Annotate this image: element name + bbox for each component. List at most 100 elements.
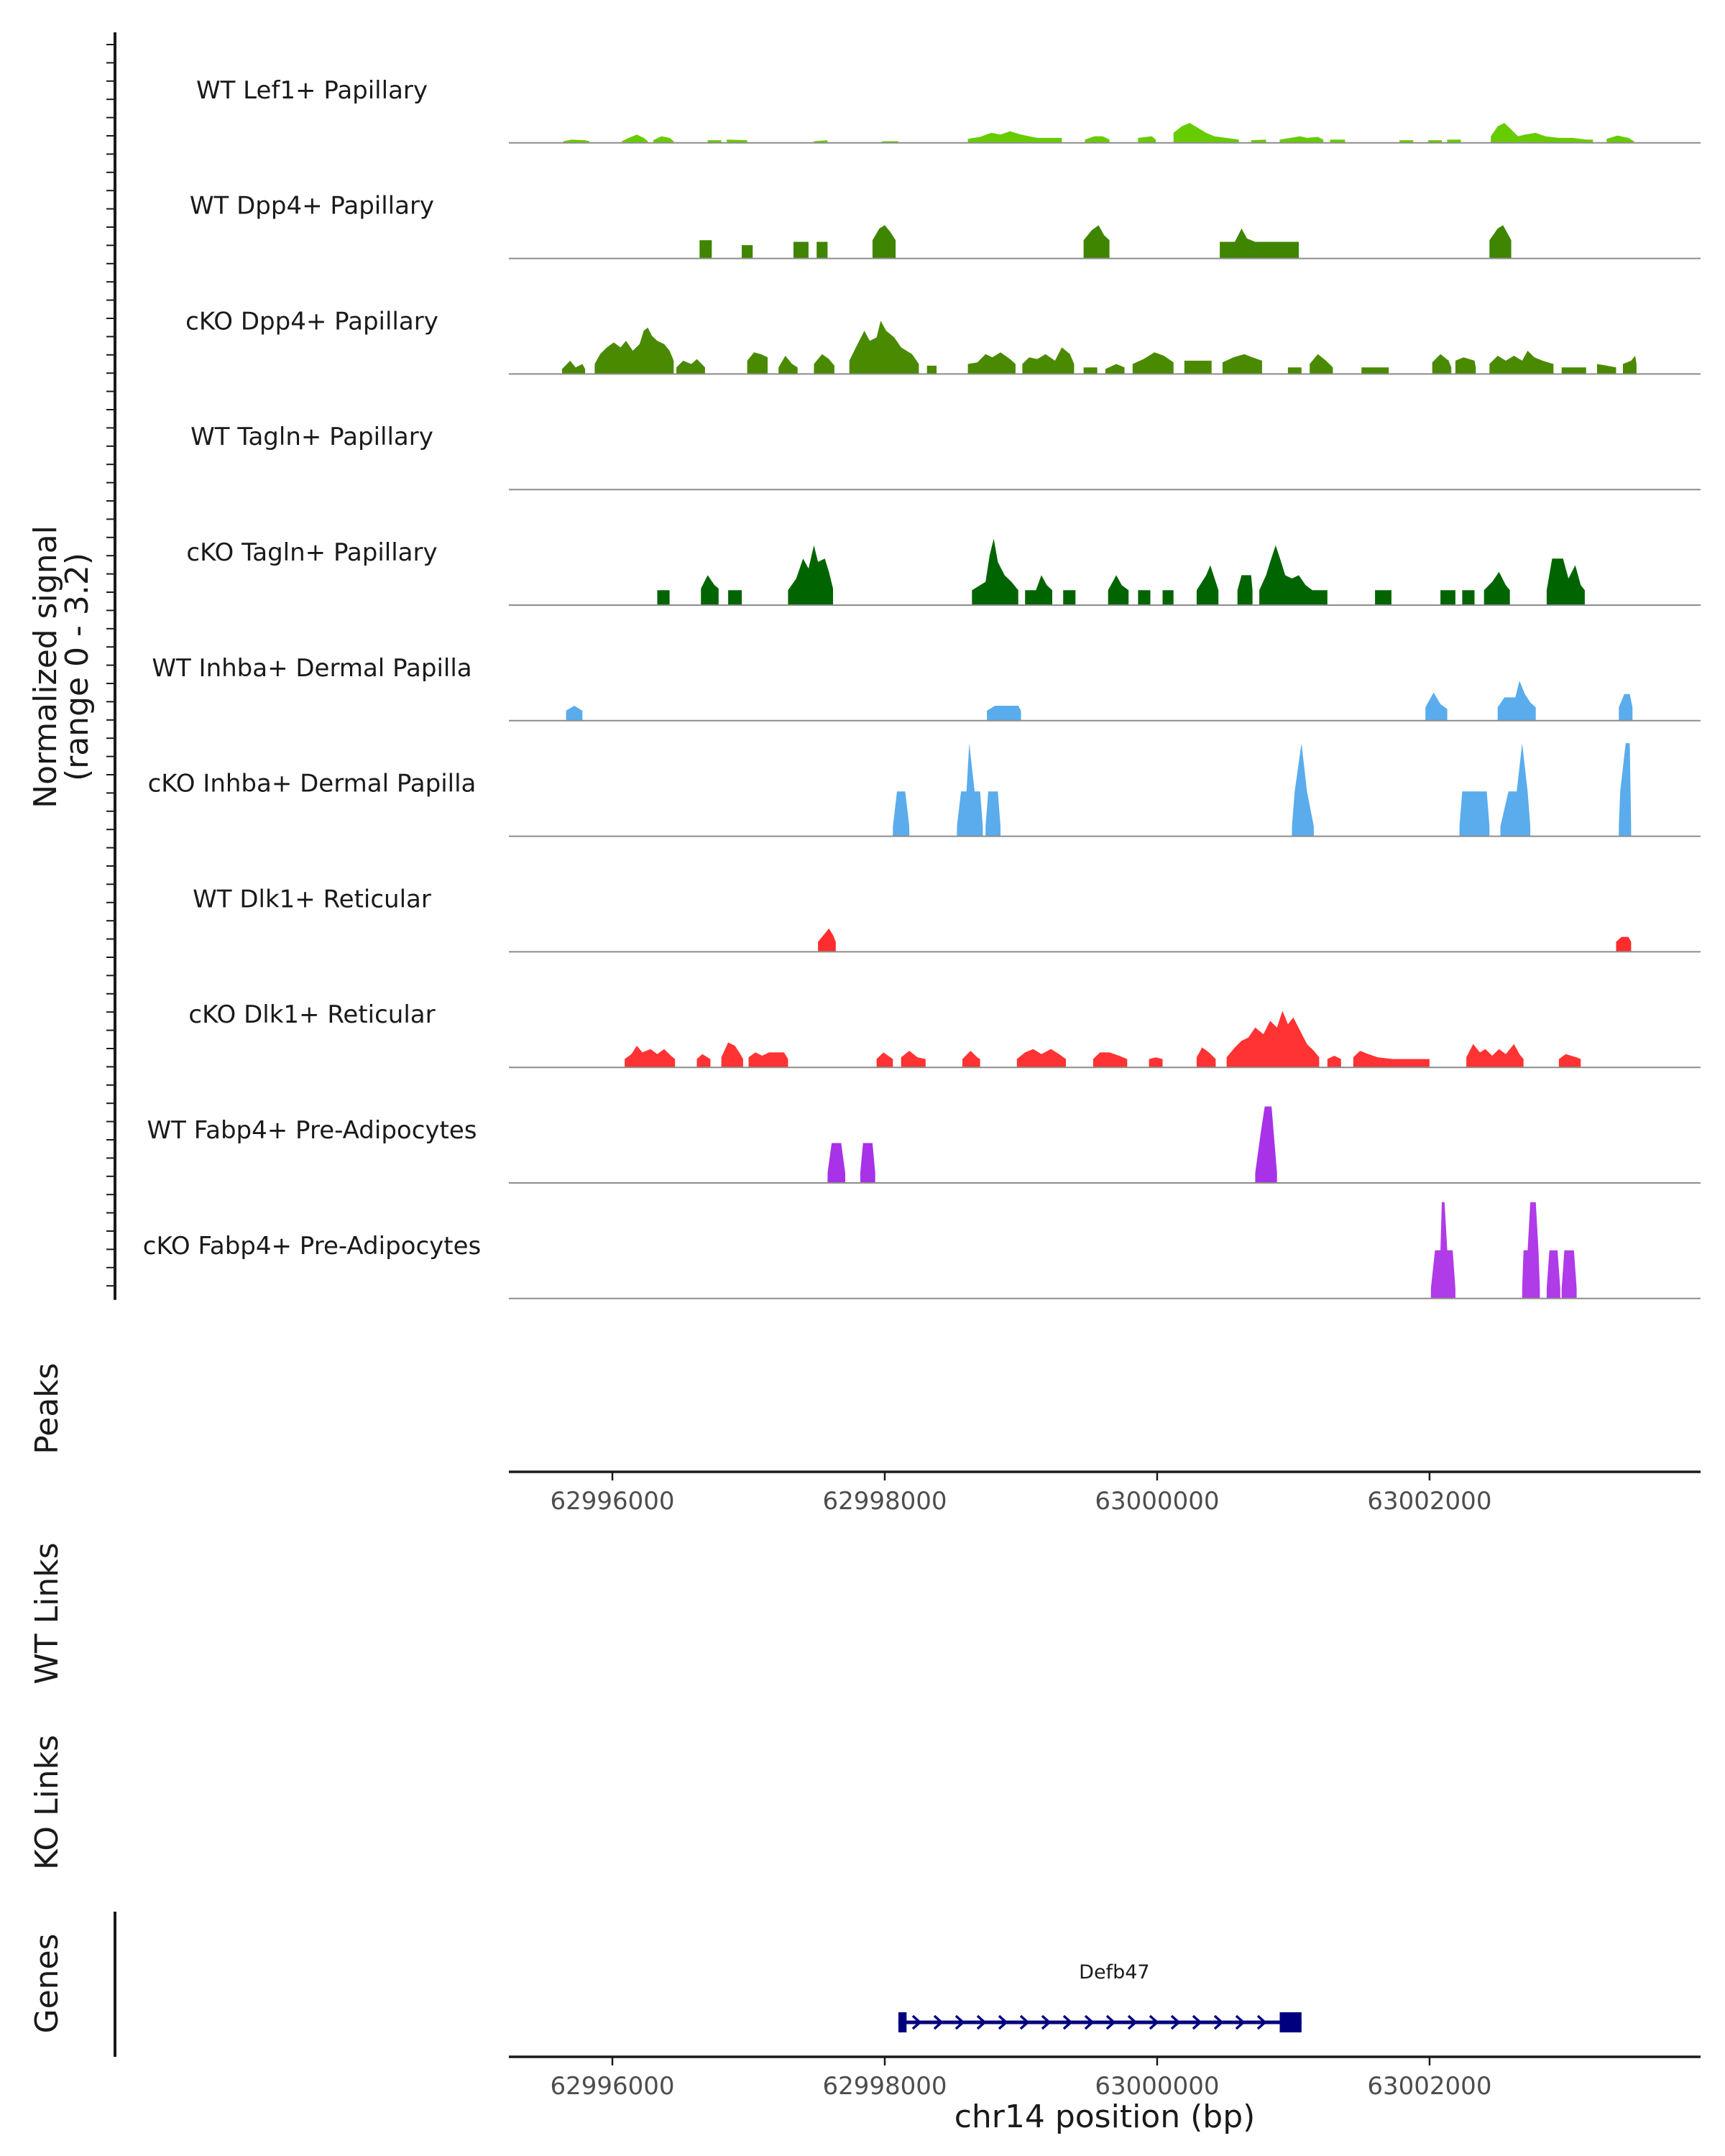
signal-peak [563, 139, 589, 143]
signal-peak [860, 1143, 875, 1183]
signal-peak [1173, 123, 1239, 143]
signal-peak [1546, 558, 1585, 605]
signal-peak [1108, 575, 1129, 605]
signal-peak [1085, 136, 1110, 143]
track-label: cKO Inhba+ Dermal Papilla [148, 770, 477, 798]
strand-arrow [1213, 2014, 1224, 2030]
x-tick-label: 62998000 [822, 1487, 947, 1516]
track-label: WT Dpp4+ Papillary [190, 192, 434, 221]
strand-arrow [911, 2014, 922, 2030]
signal-peak [778, 356, 798, 374]
gene-model: Defb47 [898, 1961, 1302, 2032]
signal-peak [1327, 1056, 1341, 1068]
y-axis-title: (range 0 - 3.2) [59, 553, 96, 781]
x-tick-label: 63002000 [1367, 2072, 1491, 2101]
track-cko-tagln-papillary: cKO Tagln+ Papillary [186, 538, 1701, 606]
signal-peak [957, 743, 983, 837]
track-cko-inhba-dermal-papilla: cKO Inhba+ Dermal Papilla [148, 743, 1701, 837]
track-label: cKO Fabp4+ Pre-Adipocytes [143, 1232, 482, 1261]
signal-peak [699, 240, 712, 259]
track-wt-dlk1-reticular: WT Dlk1+ Reticular [193, 885, 1701, 953]
signal-peak [788, 545, 833, 605]
signal-peak [696, 1054, 711, 1068]
signal-peak [985, 791, 1000, 837]
signal-peak [814, 354, 834, 374]
signal-peak [1292, 743, 1314, 837]
strand-arrow [1256, 2014, 1267, 2030]
x-tick-label: 62996000 [550, 2072, 674, 2101]
signal-peak [1619, 743, 1632, 837]
signal-peak [561, 360, 586, 374]
strand-arrow [976, 2014, 987, 2030]
signal-peak [1132, 352, 1174, 374]
signal-peak [1083, 225, 1110, 259]
signal-peak [1489, 351, 1554, 374]
signal-peak [1561, 367, 1586, 374]
signal-peak [1462, 590, 1475, 605]
peaks-x-axis: 62996000 62998000 63000000 63002000 [509, 1470, 1701, 1516]
strand-arrow [1105, 2014, 1116, 2030]
signal-peak [1500, 743, 1531, 837]
signal-peak [1361, 367, 1389, 374]
signal-peak [676, 359, 705, 374]
signal-peak [748, 1052, 788, 1068]
signal-peak [1259, 545, 1328, 605]
strand-arrow [1084, 2014, 1095, 2030]
track-label: WT Inhba+ Dermal Papilla [152, 654, 472, 683]
signal-peak [1623, 356, 1637, 374]
strand-arrow [1127, 2014, 1138, 2030]
signal-peak [1162, 590, 1174, 605]
y-axis-title: Normalized signal [27, 525, 64, 808]
x-tick-label: 62998000 [822, 2072, 947, 2101]
gene-exon [1279, 2012, 1302, 2032]
signal-peak [849, 321, 919, 374]
signal-peak [1522, 1202, 1540, 1299]
track-cko-dpp4-papillary: cKO Dpp4+ Papillary [185, 307, 1701, 375]
signal-peak [987, 706, 1021, 721]
signal-peak [1425, 692, 1448, 721]
track-label: WT Tagln+ Papillary [190, 423, 433, 451]
signal-peak [794, 241, 809, 259]
signal-peak [594, 327, 674, 374]
signal-peak [1330, 139, 1346, 143]
track-wt-tagln-papillary: WT Tagln+ Papillary [190, 423, 1701, 491]
signal-peak [1138, 136, 1156, 143]
track-label: cKO Tagln+ Papillary [186, 538, 437, 567]
genes-x-axis: 62996000 62998000 63000000 63002000 chr14 po… [509, 2055, 1701, 2135]
signal-peak [1222, 354, 1262, 374]
signal-peak [1092, 1052, 1128, 1068]
x-tick-label: 63002000 [1367, 1487, 1491, 1516]
signal-peak [1497, 681, 1536, 721]
signal-peak [747, 352, 768, 374]
signal-peak [657, 590, 670, 605]
signal-peak [1310, 354, 1333, 374]
signal-peak [566, 706, 583, 721]
track-wt-lef1-papillary: WT Lef1+ Papillary [196, 76, 1701, 144]
signal-peak [876, 1052, 893, 1068]
strand-arrow [1062, 2014, 1073, 2030]
wt-links-label: WT Links [29, 1542, 65, 1684]
signal-peak [967, 131, 1062, 143]
signal-peak [1597, 364, 1616, 374]
signal-peak [1561, 1250, 1577, 1299]
signal-peak [1251, 139, 1266, 143]
peaks-label: Peaks [29, 1363, 65, 1454]
strand-arrow [998, 2014, 1008, 2030]
strand-arrow [1170, 2014, 1181, 2030]
track-label: cKO Dpp4+ Papillary [185, 307, 438, 336]
genes-label: Genes [29, 1933, 65, 2033]
signal-peak [727, 139, 748, 143]
strand-arrow [1041, 2014, 1052, 2030]
signal-peak [625, 1046, 676, 1068]
signal-peak [728, 590, 742, 605]
signal-peak [1255, 1106, 1277, 1183]
signal-peak [1063, 590, 1076, 605]
signal-peak [1491, 123, 1593, 143]
signal-peak [1105, 364, 1125, 374]
signal-peak [1616, 936, 1632, 952]
signal-peak [1558, 1054, 1581, 1068]
signal-peak [1184, 360, 1212, 374]
signal-peak [1196, 565, 1219, 605]
strand-arrow [1235, 2014, 1246, 2030]
